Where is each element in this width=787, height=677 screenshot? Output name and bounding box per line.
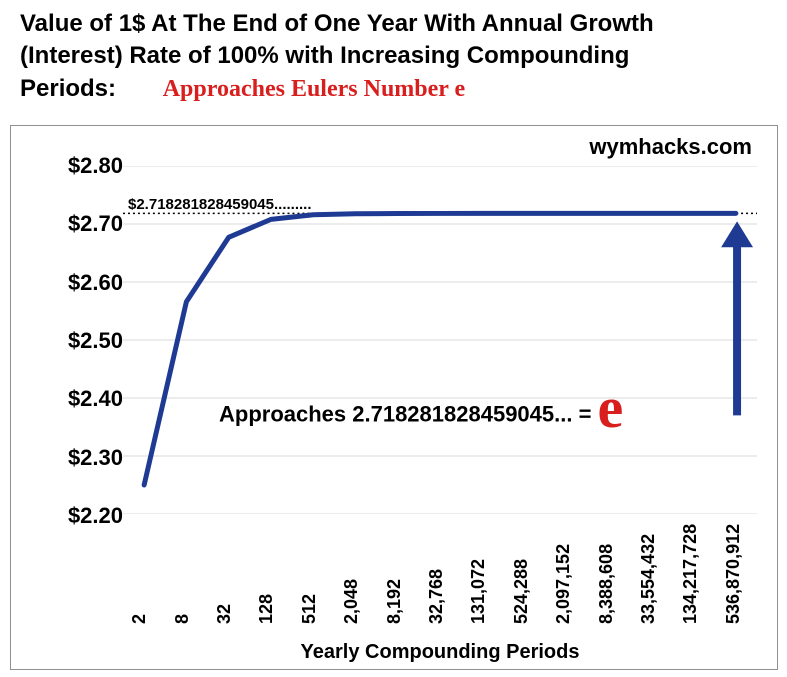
line-chart-svg [123,166,757,514]
x-tick-label: 131,072 [468,559,489,624]
y-tick-label: $2.80 [29,153,123,179]
y-tick-label: $2.50 [29,328,123,354]
x-tick-label: 134,217,728 [680,524,701,624]
x-tick-label: 8,388,608 [596,544,617,624]
title-line-3-prefix: Periods: [20,75,116,102]
x-tick-label: 2 [129,614,150,624]
title-line-1: Value of 1$ At The End of One Year With … [20,8,767,40]
x-tick-label: 524,288 [511,559,532,624]
x-tick-label: 2,097,152 [553,544,574,624]
title-block: Value of 1$ At The End of One Year With … [20,8,767,105]
title-emphasis: Approaches Eulers Number e [163,76,465,102]
y-axis: $2.20$2.30$2.40$2.50$2.60$2.70$2.80 [29,166,123,514]
big-e-symbol: e [598,375,624,440]
chart-container: Value of 1$ At The End of One Year With … [0,0,787,677]
y-tick-label: $2.20 [29,503,123,529]
x-axis-title: Yearly Compounding Periods [123,641,757,664]
title-line-3: Periods: Approaches Eulers Number e [20,73,767,105]
annotation-text: Approaches 2.718281828459045... = [219,401,598,426]
y-tick-label: $2.60 [29,270,123,296]
title-line-2: (Interest) Rate of 100% with Increasing … [20,40,767,72]
y-tick-label: $2.40 [29,386,123,412]
y-tick-label: $2.70 [29,211,123,237]
x-tick-label: 536,870,912 [723,524,744,624]
plot-area: $2.718281828459045......... Approaches 2… [123,166,757,514]
chart-frame: wymhacks.com $2.20$2.30$2.40$2.50$2.60$2… [10,125,778,670]
y-tick-label: $2.30 [29,445,123,471]
x-tick-label: 32,768 [426,569,447,624]
x-tick-label: 8 [172,614,193,624]
approaches-e-annotation: Approaches 2.718281828459045... = e [219,382,623,449]
x-tick-label: 128 [256,594,277,624]
attribution-label: wymhacks.com [589,134,752,160]
x-tick-label: 33,554,432 [638,534,659,624]
x-axis-labels: 2 8 32 128 512 2,048 8,192 32,768 131,072 524,288… [123,514,757,659]
x-tick-label: 2,048 [341,579,362,624]
x-tick-label: 32 [214,604,235,624]
limit-value-label: $2.718281828459045......... [128,196,312,213]
x-tick-label: 8,192 [384,579,405,624]
x-tick-label: 512 [299,594,320,624]
